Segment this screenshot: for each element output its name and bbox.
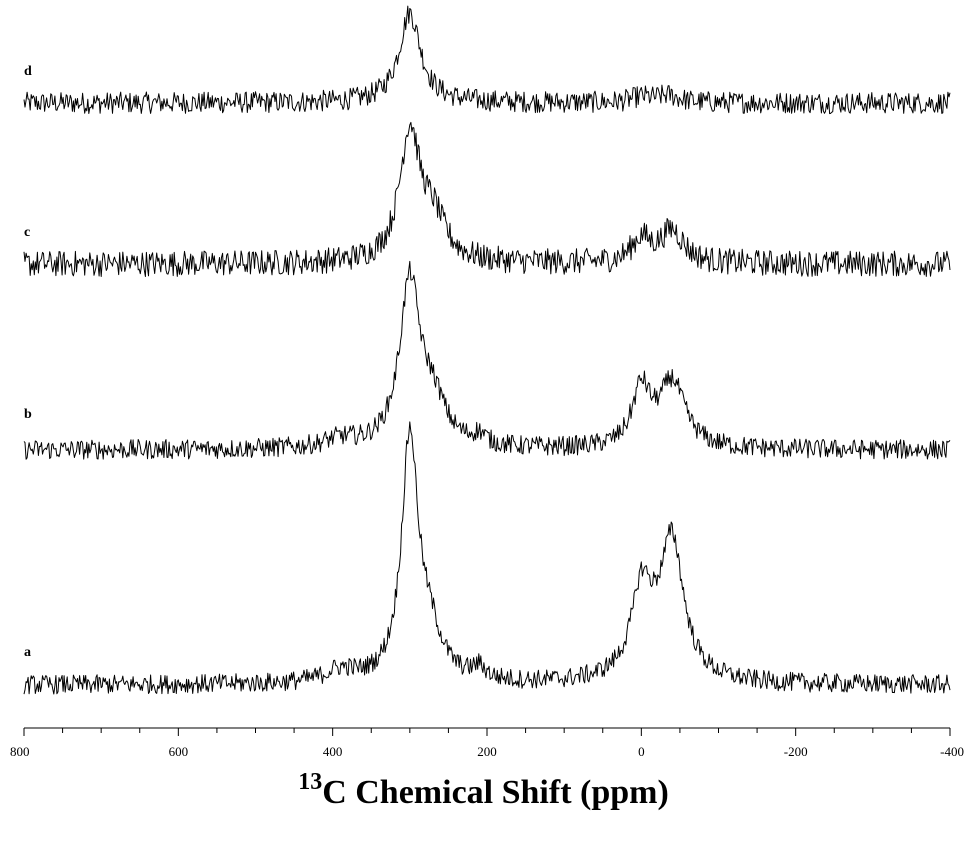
x-axis-title-superscript: 13 bbox=[298, 769, 323, 795]
x-axis: 800 600 400 200 0 -200 -400 bbox=[10, 727, 964, 759]
spectrum-trace-c bbox=[23, 121, 951, 277]
x-axis-ticks bbox=[23, 728, 951, 736]
spectrum-trace-d bbox=[23, 5, 951, 115]
x-tick-label: -200 bbox=[784, 744, 808, 759]
x-tick-label: 600 bbox=[169, 744, 189, 759]
spectrum-trace-a bbox=[23, 421, 951, 695]
x-tick-label: 400 bbox=[323, 744, 343, 759]
x-tick-label: 0 bbox=[638, 744, 645, 759]
x-tick-label: 200 bbox=[477, 744, 497, 759]
x-tick-label: 800 bbox=[10, 744, 30, 759]
spectrum-label-d: d bbox=[24, 64, 32, 79]
x-axis-title: 13C Chemical Shift (ppm) bbox=[0, 768, 967, 814]
spectrum-label-a: a bbox=[24, 645, 31, 660]
spectrum-label-c: c bbox=[24, 225, 30, 240]
spectrum-labels: d c b a bbox=[24, 64, 32, 660]
spectra-traces bbox=[23, 5, 951, 695]
x-tick-label: -400 bbox=[940, 744, 964, 759]
x-axis-title-text: C Chemical Shift (ppm) bbox=[322, 774, 669, 811]
x-axis-tick-labels: 800 600 400 200 0 -200 -400 bbox=[10, 744, 964, 759]
spectrum-trace-b bbox=[23, 260, 951, 460]
spectrum-label-b: b bbox=[24, 407, 32, 422]
